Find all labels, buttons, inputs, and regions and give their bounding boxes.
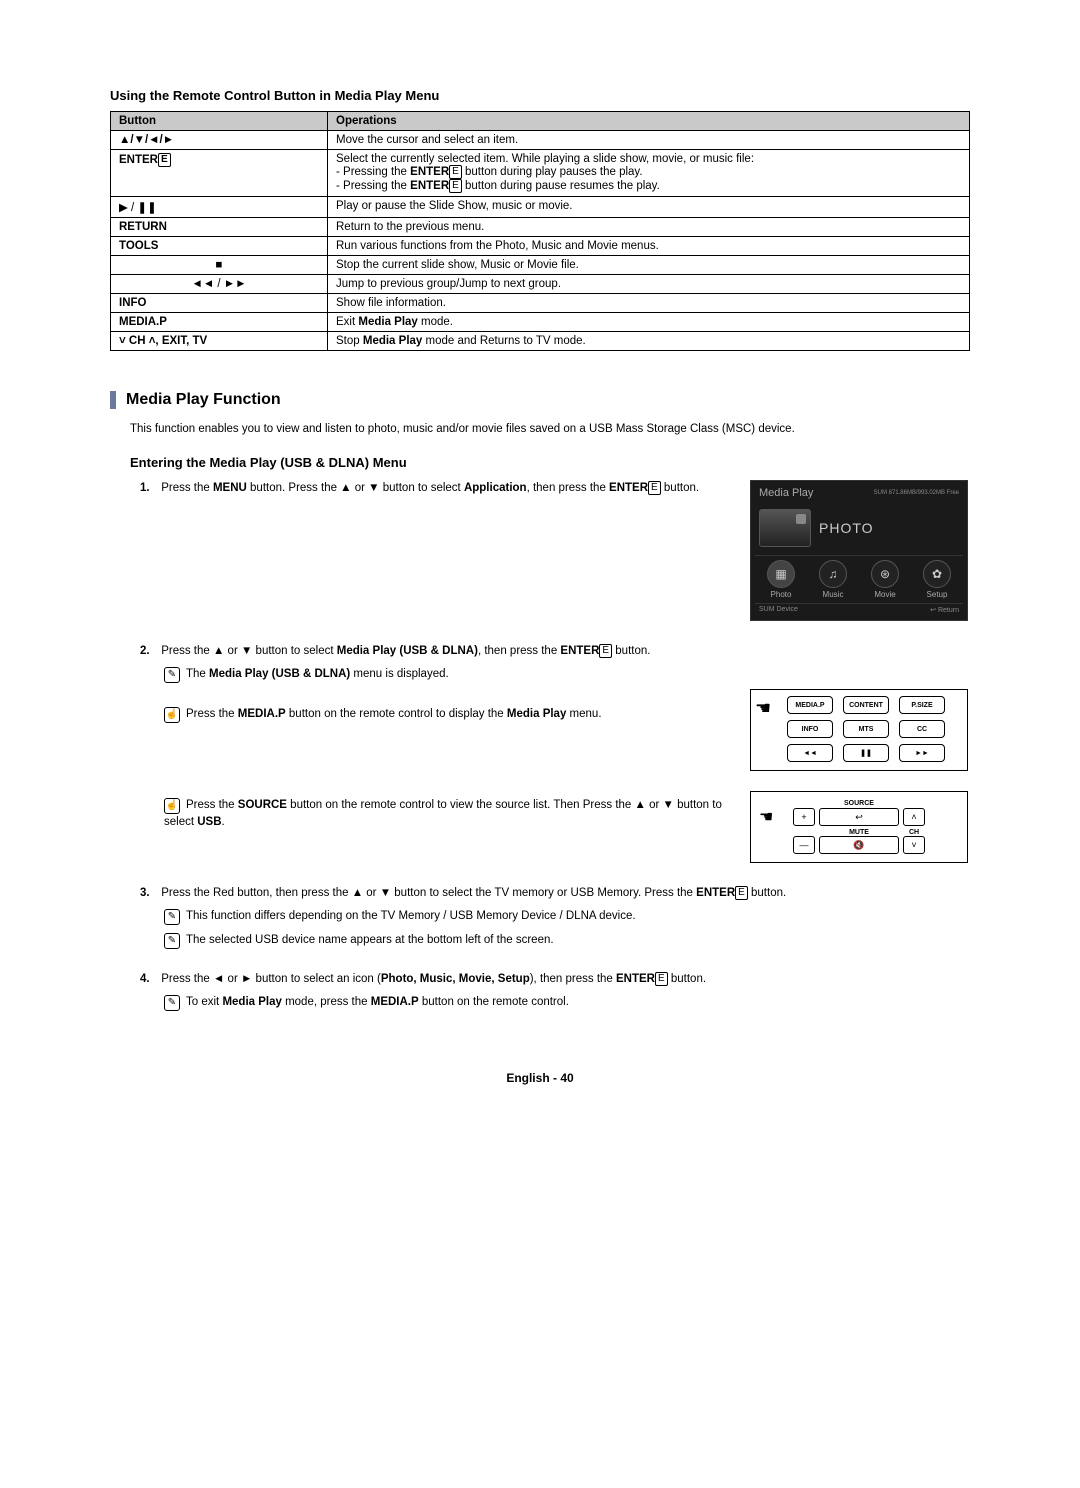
mp-footer-left: SUM Device: [759, 606, 798, 614]
row3-op: Return to the previous menu.: [328, 218, 970, 237]
enter-icon: E: [158, 153, 171, 167]
row2-op: Play or pause the Slide Show, music or m…: [328, 197, 970, 218]
ch-label: CH: [903, 829, 925, 836]
h2-text: Media Play Function: [126, 391, 281, 409]
sub-title: Entering the Media Play (USB & DLNA) Men…: [130, 455, 970, 470]
vol-down-button[interactable]: —: [793, 836, 815, 854]
row9-btn: ˅ CH ˄, EXIT, TV: [111, 332, 328, 351]
hand-icon: ☚: [755, 696, 781, 762]
vol-up-button[interactable]: +: [793, 808, 815, 826]
remote-diagram-1: ☚ MEDIA.P CONTENT P.SIZE INFO MTS CC ◄◄ …: [750, 689, 968, 771]
mute-label: MUTE: [819, 829, 899, 836]
cc-button[interactable]: CC: [899, 720, 945, 738]
mediap-button[interactable]: MEDIA.P: [787, 696, 833, 714]
remote-diagram-2: SOURCE ☚ + ↩ ˄ MUTE: [750, 791, 968, 863]
steps-list: 1. Press the MENU button. Press the ▲ or…: [140, 480, 970, 1011]
setup-icon[interactable]: ✿Setup: [923, 560, 951, 599]
info-button[interactable]: INFO: [787, 720, 833, 738]
row8-op: Exit Media Play mode.: [328, 313, 970, 332]
content-button[interactable]: CONTENT: [843, 696, 889, 714]
rew-button[interactable]: ◄◄: [787, 744, 833, 762]
mute-button[interactable]: 🔇: [819, 836, 899, 854]
mp-title: Media Play: [759, 487, 813, 499]
row9-op: Stop Media Play mode and Returns to TV m…: [328, 332, 970, 351]
tip-icon: ☝: [164, 798, 180, 814]
mp-sum: SUM 871.86MB/993.02MB Free: [874, 490, 959, 496]
row8-btn: MEDIA.P: [111, 313, 328, 332]
movie-icon[interactable]: ⊛Movie: [871, 560, 899, 599]
section1-title: Using the Remote Control Button in Media…: [110, 88, 970, 103]
row3-btn: RETURN: [111, 218, 328, 237]
step3-text: 3. Press the Red button, then press the …: [140, 885, 970, 949]
ch-down-button[interactable]: ˅: [903, 836, 925, 854]
remote-button-table: Button Operations ▲/▼/◄/► Move the curso…: [110, 111, 970, 351]
photo-label: PHOTO: [819, 520, 874, 536]
psize-button[interactable]: P.SIZE: [899, 696, 945, 714]
h2-heading: Media Play Function: [110, 391, 970, 409]
intro-text: This function enables you to view and li…: [130, 423, 970, 435]
row0-op: Move the cursor and select an item.: [328, 131, 970, 150]
photo-icon[interactable]: ▦Photo: [767, 560, 795, 599]
pause-button[interactable]: ❚❚: [843, 744, 889, 762]
note-icon: ✎: [164, 909, 180, 925]
row5-op: Stop the current slide show, Music or Mo…: [328, 256, 970, 275]
step2-text: 2. Press the ▲ or ▼ button to select Med…: [140, 643, 730, 723]
note-icon: ✎: [164, 667, 180, 683]
note-icon: ✎: [164, 933, 180, 949]
music-icon[interactable]: ♫Music: [819, 560, 847, 599]
tip-icon: ☝: [164, 707, 180, 723]
row6-op: Jump to previous group/Jump to next grou…: [328, 275, 970, 294]
row0-btn: ▲/▼/◄/►: [111, 131, 328, 150]
source-label: SOURCE: [819, 800, 899, 807]
ff-button[interactable]: ►►: [899, 744, 945, 762]
row5-btn: ■: [111, 256, 328, 275]
step2-note3: ☝Press the SOURCE button on the remote c…: [140, 791, 730, 832]
row2-btn: ▶ / ❚❚: [111, 197, 328, 218]
row1-btn: ENTERE: [111, 150, 328, 197]
note-icon: ✎: [164, 995, 180, 1011]
ch-up-button[interactable]: ˄: [903, 808, 925, 826]
row7-op: Show file information.: [328, 294, 970, 313]
row7-btn: INFO: [111, 294, 328, 313]
photo-thumb-icon: [759, 509, 811, 547]
h2-bar-icon: [110, 391, 116, 409]
step1-text: 1. Press the MENU button. Press the ▲ or…: [140, 480, 730, 497]
th-operations: Operations: [328, 112, 970, 131]
mts-button[interactable]: MTS: [843, 720, 889, 738]
media-play-ui: Media Play SUM 871.86MB/993.02MB Free PH…: [750, 480, 968, 621]
row4-op: Run various functions from the Photo, Mu…: [328, 237, 970, 256]
th-button: Button: [111, 112, 328, 131]
row1-op: Select the currently selected item. Whil…: [328, 150, 970, 197]
row6-btn: ◄◄ / ►►: [111, 275, 328, 294]
step4-text: 4. Press the ◄ or ► button to select an …: [140, 971, 970, 1012]
hand-icon: ☚: [759, 807, 789, 827]
source-button[interactable]: ↩: [819, 808, 899, 826]
mp-footer-right: ↩ Return: [930, 606, 959, 614]
page-footer: English - 40: [110, 1071, 970, 1085]
row4-btn: TOOLS: [111, 237, 328, 256]
